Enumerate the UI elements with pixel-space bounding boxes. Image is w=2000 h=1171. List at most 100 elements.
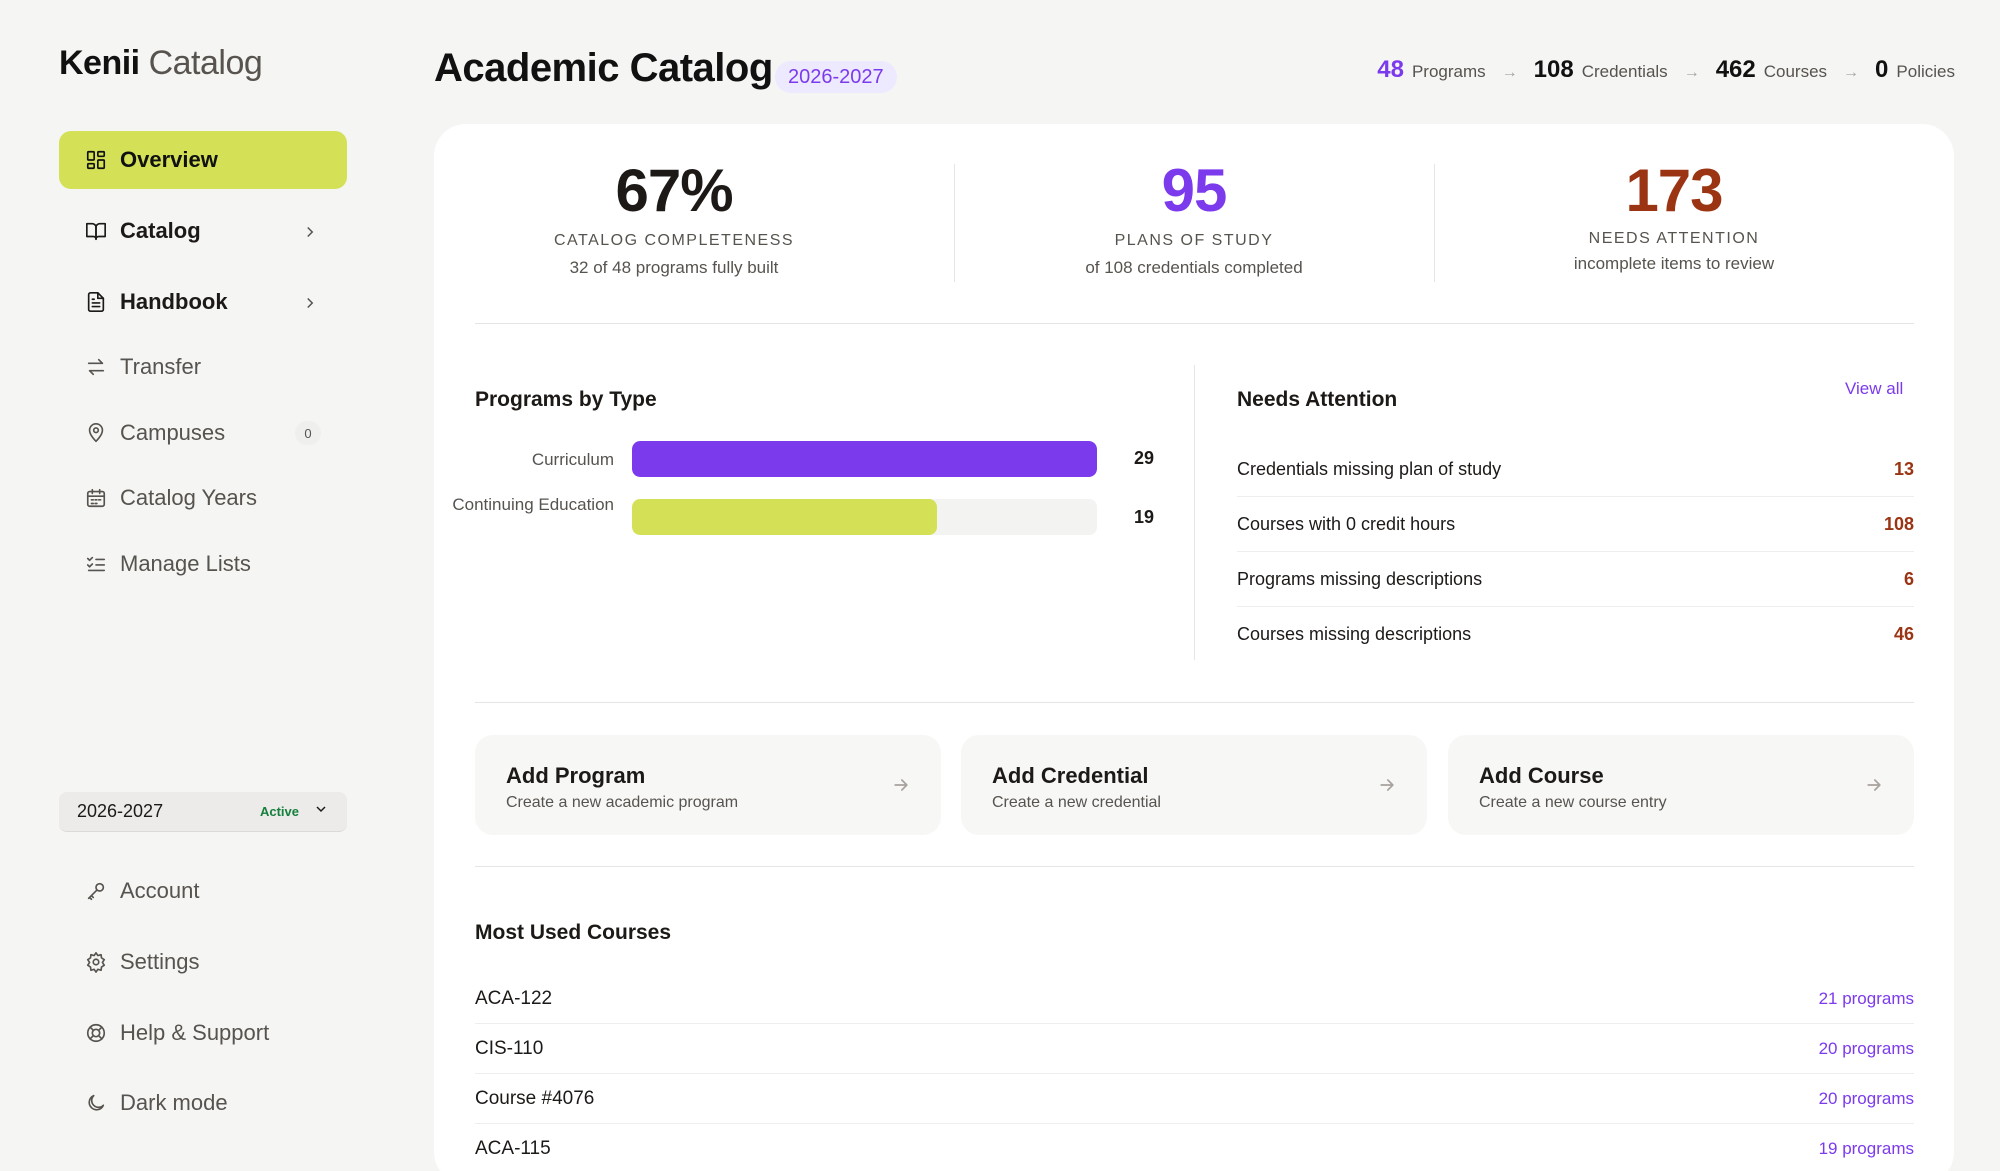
course-code: Course #4076 (475, 1087, 595, 1109)
document-icon (84, 290, 108, 314)
campuses-count-badge: 0 (295, 421, 321, 445)
catalog-year-select[interactable]: 2026-2027 Active (59, 792, 347, 832)
attention-row[interactable]: Credentials missing plan of study 13 (1237, 442, 1914, 497)
table-row[interactable]: Course #4076 20 programs (475, 1074, 1914, 1124)
sidebar-item-dark-mode[interactable]: Dark mode (59, 1074, 347, 1132)
attention-row[interactable]: Programs missing descriptions 6 (1237, 552, 1914, 607)
brand-name-light: Catalog (148, 44, 263, 82)
bar-continuing-education[interactable] (632, 499, 937, 535)
sidebar-item-label: Handbook (120, 289, 228, 314)
sidebar-item-account[interactable]: Account (59, 862, 347, 920)
stat-value: 67% (615, 157, 733, 224)
book-icon (84, 219, 108, 243)
sidebar-item-label: Campuses (120, 420, 226, 445)
sidebar-item-overview[interactable]: Overview (59, 131, 347, 189)
attention-label: Courses missing descriptions (1237, 624, 1472, 644)
divider (475, 866, 1914, 867)
sidebar-item-label: Catalog (120, 218, 201, 243)
year-status-badge: Active (259, 804, 299, 819)
program-count-link[interactable]: 21 programs (1818, 988, 1914, 1008)
policies-count: 0 (1875, 56, 1889, 83)
bar-value: 19 (1133, 507, 1154, 527)
sidebar-item-help[interactable]: Help & Support (59, 1004, 347, 1062)
attention-count: 46 (1893, 624, 1914, 644)
action-subtitle: Create a new course entry (1479, 794, 1667, 811)
most-used-courses-title: Most Used Courses (475, 921, 672, 944)
chevron-down-icon (313, 801, 329, 822)
credentials-count: 108 (1533, 56, 1574, 83)
arrow-right-icon (891, 775, 911, 795)
moon-icon (84, 1091, 108, 1115)
action-subtitle: Create a new academic program (506, 794, 739, 811)
attention-label: Programs missing descriptions (1237, 568, 1483, 589)
courses-label: Courses (1763, 62, 1828, 81)
view-all-link[interactable]: View all (1845, 379, 1904, 398)
arrow-right-icon: → (1683, 64, 1700, 81)
attention-label: Credentials missing plan of study (1237, 458, 1502, 479)
course-code: CIS-110 (475, 1037, 544, 1059)
sidebar-item-manage-lists[interactable]: Manage Lists (59, 535, 347, 593)
divider (475, 702, 1914, 703)
table-row[interactable]: ACA-115 19 programs (475, 1124, 1914, 1171)
action-subtitle: Create a new credential (992, 794, 1161, 811)
page-title: Academic Catalog (434, 46, 773, 90)
key-icon (84, 879, 108, 903)
bar-value: 29 (1133, 448, 1154, 468)
sidebar-item-campuses[interactable]: Campuses 0 (59, 404, 347, 462)
course-code: ACA-122 (475, 987, 553, 1009)
stat-caption: PLANS OF STUDY (1114, 232, 1274, 249)
sidebar-item-settings[interactable]: Settings (59, 933, 347, 991)
stat-value: 95 (1161, 157, 1228, 224)
sidebar-item-catalog[interactable]: Catalog (59, 202, 347, 260)
divider (954, 164, 955, 282)
add-course-button[interactable]: Add Course Create a new course entry (1448, 735, 1914, 835)
transfer-icon (84, 355, 108, 379)
add-program-button[interactable]: Add Program Create a new academic progra… (475, 735, 941, 835)
sidebar-item-handbook[interactable]: Handbook (59, 273, 347, 331)
attention-label: Courses with 0 credit hours (1237, 513, 1456, 534)
sidebar-item-label: Help & Support (120, 1020, 270, 1045)
needs-attention-title: Needs Attention (1237, 388, 1398, 411)
action-title: Add Course (1479, 763, 1604, 788)
brand-logo[interactable]: Kenii Catalog (59, 44, 263, 83)
bar-label: Continuing Education (452, 495, 614, 514)
table-row[interactable]: ACA-122 21 programs (475, 974, 1914, 1024)
attention-row[interactable]: Courses missing descriptions 46 (1237, 607, 1914, 662)
programs-label: Programs (1411, 62, 1486, 81)
sidebar-item-label: Dark mode (120, 1090, 228, 1115)
action-title: Add Program (506, 763, 646, 788)
sidebar-item-label: Account (120, 878, 200, 903)
attention-count: 6 (1903, 568, 1914, 589)
sidebar-item-label: Settings (120, 949, 200, 974)
program-count-link[interactable]: 20 programs (1818, 1038, 1914, 1058)
stat-caption: CATALOG COMPLETENESS (553, 232, 795, 249)
sidebar-item-transfer[interactable]: Transfer (59, 338, 347, 396)
arrow-right-icon: → (1843, 64, 1860, 81)
year-select-value: 2026-2027 (77, 801, 164, 821)
attention-count: 13 (1893, 458, 1914, 479)
sidebar-item-label: Catalog Years (120, 485, 257, 510)
gear-icon (84, 950, 108, 974)
stat-needs-attention[interactable]: 173 NEEDS ATTENTION incomplete items to … (1434, 158, 1914, 274)
lifebuoy-icon (84, 1021, 108, 1045)
grid-icon (84, 148, 108, 172)
sidebar-item-label: Transfer (120, 354, 202, 379)
divider (1194, 365, 1195, 660)
action-title: Add Credential (992, 763, 1149, 788)
location-pin-icon (84, 421, 108, 445)
table-row[interactable]: CIS-110 20 programs (475, 1024, 1914, 1074)
chevron-right-icon (301, 292, 319, 310)
divider (475, 323, 1914, 324)
arrow-right-icon (1377, 775, 1397, 795)
bar-track (632, 499, 1097, 535)
add-credential-button[interactable]: Add Credential Create a new credential (961, 735, 1427, 835)
stat-subtext: 32 of 48 programs fully built (569, 258, 779, 277)
course-code: ACA-115 (475, 1137, 551, 1159)
attention-row[interactable]: Courses with 0 credit hours 108 (1237, 497, 1914, 552)
program-count-link[interactable]: 20 programs (1818, 1088, 1914, 1108)
bar-curriculum[interactable] (632, 441, 1097, 477)
program-count-link[interactable]: 19 programs (1818, 1138, 1914, 1158)
sidebar-item-label: Manage Lists (120, 551, 251, 576)
sidebar-item-catalog-years[interactable]: Catalog Years (59, 469, 347, 527)
programs-count: 48 (1377, 56, 1404, 83)
